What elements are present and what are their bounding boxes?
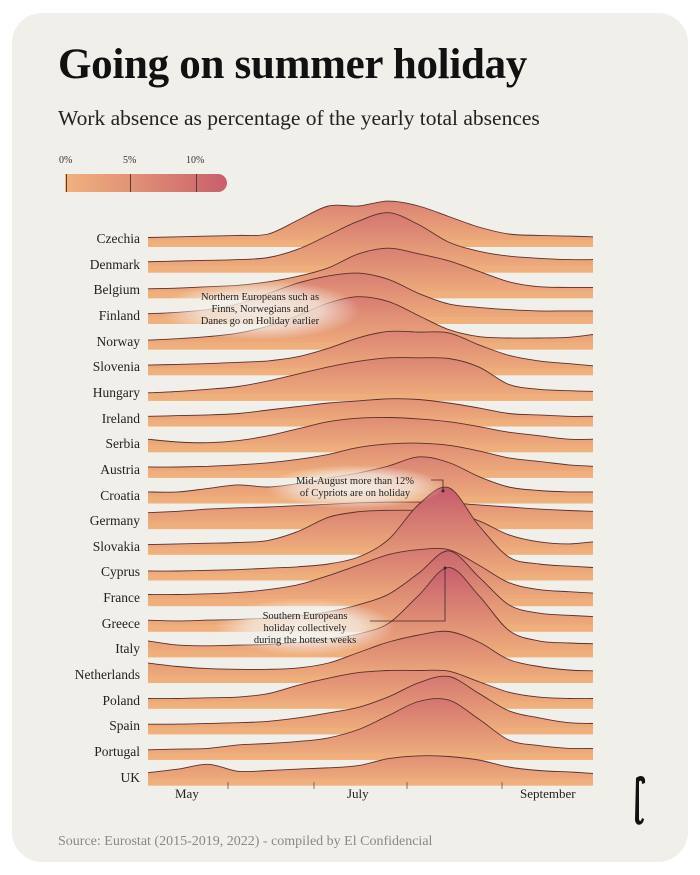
- country-label: Finland: [98, 307, 140, 323]
- ridge-line: [147, 417, 594, 444]
- legend-gradient-bar: [65, 174, 227, 192]
- country-label: Greece: [101, 615, 140, 631]
- legend-tick-mark: [196, 174, 197, 192]
- legend-tick-label: 10%: [186, 155, 205, 166]
- x-tick-label: July: [347, 786, 369, 801]
- chart-title: Going on summer holiday: [58, 41, 527, 88]
- annotation-glow: [215, 599, 395, 655]
- country-label: Spain: [109, 718, 140, 734]
- ridge-line: [147, 200, 594, 238]
- southern-leader-line: [370, 568, 446, 622]
- legend-tick-label: 5%: [123, 155, 137, 166]
- country-label: Portugal: [94, 744, 140, 759]
- ridge-area: [148, 567, 593, 658]
- cyprus-leader-line: [431, 479, 444, 491]
- ridge-area: [148, 417, 593, 453]
- country-label: Norway: [96, 333, 141, 349]
- annotation-cyprus: Mid-August more than 12% of Cypriots are…: [280, 476, 430, 500]
- ridge-baseline-band: [148, 778, 593, 786]
- ridge-line: [147, 669, 594, 700]
- source-note: Source: Eurostat (2015-2019, 2022) - com…: [58, 834, 433, 849]
- ridge-line: [147, 212, 594, 263]
- x-tick-label: September: [520, 786, 576, 801]
- ridge-baseline-band: [148, 753, 593, 760]
- country-label: UK: [120, 769, 141, 785]
- ridge-line: [147, 509, 594, 546]
- legend-tick-mark: [66, 174, 67, 192]
- ridge-area: [148, 698, 593, 760]
- ridge-line: [147, 698, 594, 751]
- annotation-line: Mid-August more than 12%: [295, 476, 415, 487]
- ridge-line: [147, 675, 594, 725]
- ridge-line: [147, 630, 594, 672]
- country-label: Cyprus: [100, 564, 140, 580]
- country-label: Italy: [115, 641, 140, 657]
- country-label: Belgium: [93, 282, 141, 298]
- annotation-line: holiday collectively: [263, 623, 347, 634]
- country-label: France: [103, 590, 140, 606]
- legend-tick-label: 0%: [59, 155, 73, 166]
- ridge-line: [147, 755, 594, 774]
- ridge-line: [147, 330, 594, 367]
- ridge-baseline-band: [148, 393, 593, 401]
- legend-tick-mark: [130, 174, 131, 192]
- country-label: Hungary: [92, 384, 140, 400]
- country-label: Germany: [89, 513, 140, 529]
- annotation-line: of Cypriots are on holiday: [299, 488, 411, 499]
- ridge-area: [148, 631, 593, 684]
- southern-peak-marker: [443, 566, 447, 570]
- annotation-line: Finns, Norwegians and: [211, 304, 309, 315]
- ridge-line: [147, 547, 594, 595]
- ridge-area: [148, 212, 593, 273]
- cyprus-peak-marker: [441, 489, 445, 493]
- ridge-line: [147, 357, 594, 394]
- country-label: Czechia: [96, 231, 140, 246]
- ridge-line: [147, 486, 594, 572]
- country-label: Slovakia: [92, 538, 140, 554]
- country-label: Croatia: [100, 487, 140, 503]
- country-label: Poland: [102, 692, 140, 708]
- annotation-line: Northern Europeans such as: [200, 292, 320, 303]
- country-label: Austria: [100, 461, 140, 477]
- x-tick-label: May: [175, 786, 199, 801]
- ridge-line: [147, 398, 594, 417]
- country-label: Ireland: [101, 410, 140, 426]
- country-label: Slovenia: [92, 359, 140, 375]
- country-label: Netherlands: [74, 667, 140, 683]
- annotation-northern: Northern Europeans such as Finns, Norweg…: [180, 292, 340, 328]
- annotation-glow: [265, 465, 445, 509]
- annotation-glow: [160, 280, 360, 340]
- annotation-line: Danes go on Holiday earlier: [200, 316, 320, 327]
- annotation-line: Southern Europeans: [262, 611, 348, 622]
- ridge-uk: [147, 755, 594, 786]
- country-label: Denmark: [89, 256, 140, 272]
- ridge-area: [148, 487, 593, 581]
- ridge-area: [148, 676, 593, 735]
- annotation-southern: Southern Europeans holiday collectively …: [235, 611, 375, 647]
- country-label: Serbia: [105, 436, 141, 452]
- chart-subtitle: Work absence as percentage of the yearly…: [58, 106, 540, 130]
- ridge-line: [147, 442, 594, 468]
- annotation-line: during the hottest weeks: [253, 635, 357, 646]
- ridge-area: [148, 331, 593, 376]
- ridge-area: [148, 755, 593, 786]
- ridge-hungary: [147, 357, 594, 401]
- ridge-portugal: [147, 698, 594, 760]
